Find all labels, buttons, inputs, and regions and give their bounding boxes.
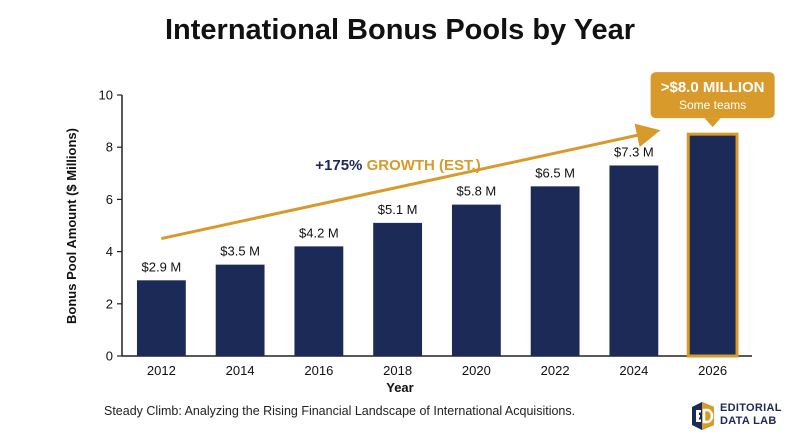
callout-sublabel: Some teams — [679, 98, 746, 112]
plot-area: 0 2 4 6 8 10 2012 $2.9 M 2014 $3.5 M 2016 $4.2 M 201… — [99, 72, 775, 378]
bar — [530, 186, 580, 356]
callout-box — [650, 72, 775, 119]
brand-logo: EDITORIAL DATA LAB — [690, 398, 798, 434]
x-tick-label: 2024 — [619, 363, 648, 378]
ed-logo-icon — [692, 402, 714, 430]
x-axis-title: Year — [386, 380, 413, 395]
y-tick-label: 10 — [99, 88, 113, 103]
trend-annotation: +175% GROWTH (EST.) — [315, 157, 480, 174]
trend-percent: +175% — [315, 157, 366, 174]
data-label: $7.3 M — [614, 144, 654, 159]
bar — [609, 165, 659, 356]
logo-wordmark: EDITORIAL DATA LAB — [720, 402, 782, 428]
y-tick-label: 6 — [106, 192, 113, 207]
data-label: $5.8 M — [457, 184, 497, 199]
data-label: $5.1 M — [378, 202, 418, 217]
bar-chart: Bonus Pool Amount ($ Millions) Year 0 2 4 6… — [64, 72, 775, 395]
data-label: $4.2 M — [299, 225, 339, 240]
logo-line-2: DATA LAB — [720, 415, 777, 427]
data-label: $2.9 M — [142, 259, 182, 274]
data-label: $6.5 M — [535, 165, 575, 180]
bar — [451, 204, 501, 356]
bar — [294, 246, 344, 356]
data-label: $3.5 M — [220, 244, 260, 259]
logo-line-1: EDITORIAL — [720, 402, 782, 414]
bar-highlight — [686, 132, 739, 358]
trend-arrow — [161, 123, 661, 241]
bar — [136, 280, 186, 356]
bar — [373, 222, 423, 356]
x-tick-label: 2020 — [462, 363, 491, 378]
y-tick-label: 0 — [106, 349, 113, 364]
x-tick-label: 2022 — [541, 363, 570, 378]
bar — [215, 264, 265, 356]
x-tick-label: 2012 — [147, 363, 176, 378]
y-tick-label: 8 — [106, 140, 113, 155]
chart-caption: Steady Climb: Analyzing the Rising Finan… — [104, 404, 576, 418]
x-tick-label: 2018 — [383, 363, 412, 378]
x-tick-label: 2014 — [226, 363, 255, 378]
y-tick-label: 4 — [106, 244, 113, 259]
x-tick-label: 2016 — [304, 363, 333, 378]
callout-pointer — [704, 118, 721, 128]
callout-label: >$8.0 MILLION — [661, 79, 765, 96]
chart-title: International Bonus Pools by Year — [164, 14, 636, 46]
x-tick-label: 2026 — [698, 363, 727, 378]
y-tick-label: 2 — [106, 296, 113, 311]
y-axis-title: Bonus Pool Amount ($ Millions) — [64, 128, 79, 324]
trend-text: GROWTH (EST.) — [367, 157, 481, 174]
